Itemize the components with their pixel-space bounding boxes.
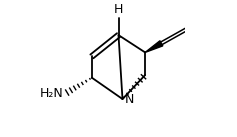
Text: H₂N: H₂N	[40, 87, 64, 99]
Text: N: N	[125, 93, 135, 106]
Text: H: H	[114, 3, 123, 16]
Polygon shape	[145, 41, 163, 52]
